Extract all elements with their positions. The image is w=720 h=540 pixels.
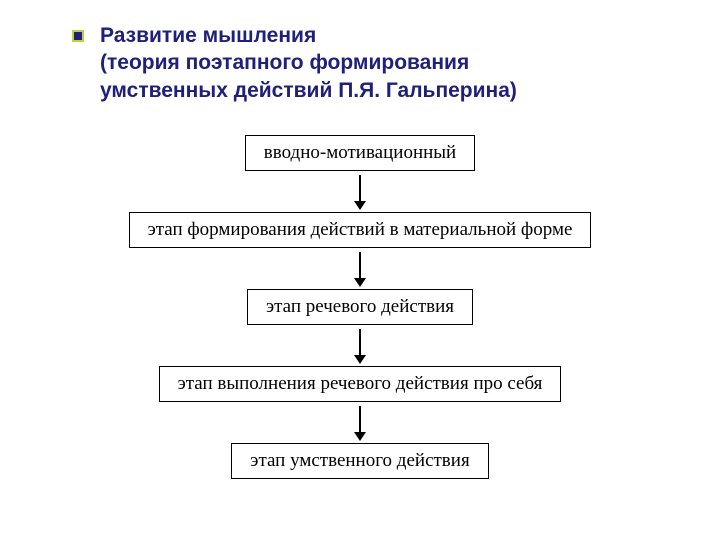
title-line-2: (теория поэтапного формирования xyxy=(100,51,469,74)
flow-node-5: этап умственного действия xyxy=(231,443,488,479)
flow-node-1: вводно-мотивационный xyxy=(245,135,475,171)
arrow-icon xyxy=(354,406,366,441)
bullet-inner xyxy=(74,32,82,40)
flowchart: вводно-мотивационный этап формирования д… xyxy=(0,135,720,479)
flow-node-3: этап речевого действия xyxy=(247,289,473,325)
arrow-icon xyxy=(354,252,366,287)
title-line-1: Развитие мышления xyxy=(100,24,316,47)
arrow-icon xyxy=(354,329,366,364)
flow-node-2: этап формирования действий в материально… xyxy=(129,212,592,248)
title-line-3: умственных действий П.Я. Гальперина) xyxy=(100,79,517,102)
title-bullet-icon xyxy=(72,30,84,42)
slide-title: Развитие мышления (теория поэтапного фор… xyxy=(100,22,660,104)
flow-node-4: этап выполнения речевого действия про се… xyxy=(159,366,562,402)
arrow-icon xyxy=(354,175,366,210)
